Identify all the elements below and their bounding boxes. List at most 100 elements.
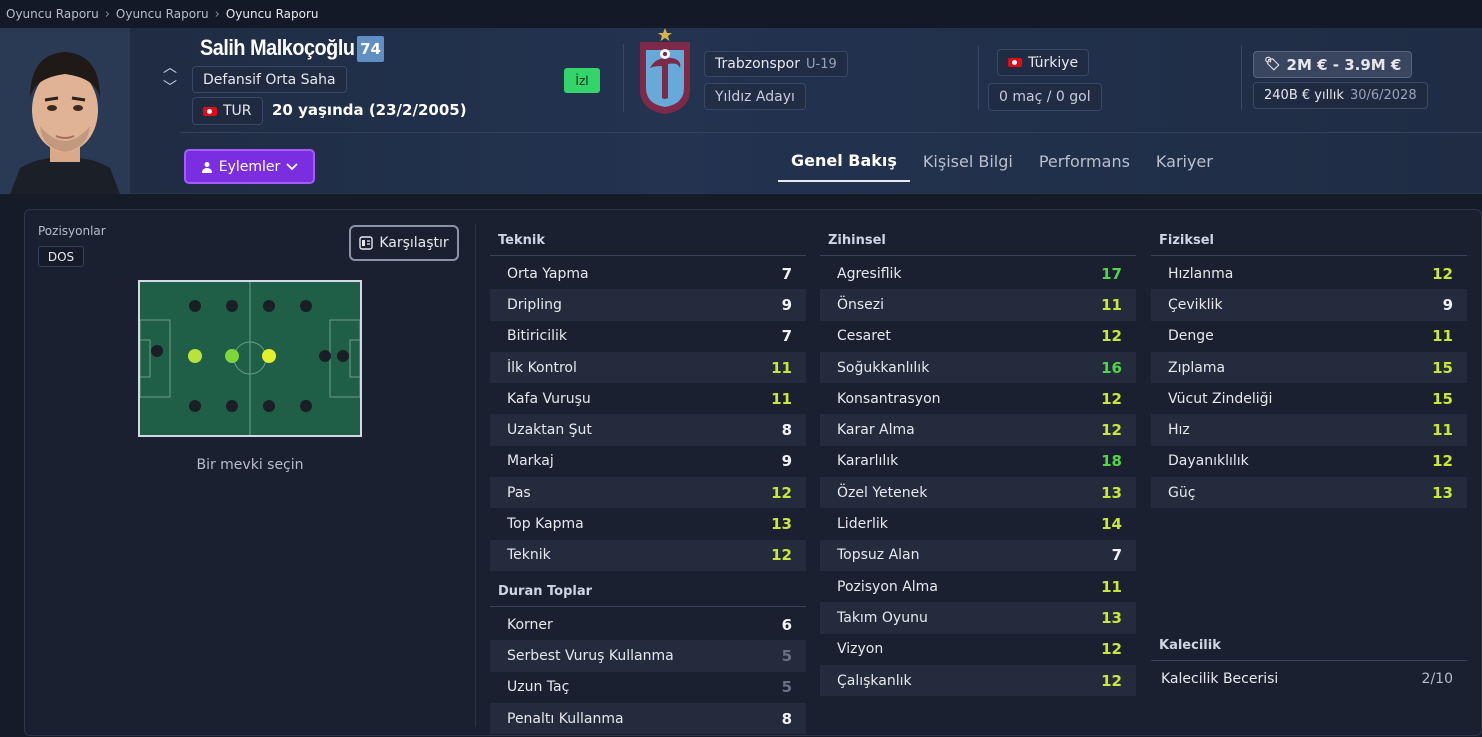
- attribute-row[interactable]: Orta Yapma 7: [490, 258, 806, 289]
- section-title: Zihinsel: [820, 226, 1136, 256]
- chevron-right-icon: ›: [104, 6, 110, 22]
- value-chip: 🏷 2M € - 3.9M €: [1253, 51, 1413, 78]
- chevron-down-icon[interactable]: ﹀: [163, 80, 177, 96]
- position-chip: Defansif Orta Saha: [192, 66, 347, 93]
- attribute-row[interactable]: Pozisyon Alma 11: [820, 571, 1136, 602]
- attribute-row[interactable]: Hız 11: [1151, 414, 1467, 446]
- status-chip: Yıldız Adayı: [704, 83, 806, 110]
- attribute-name: İlk Kontrol: [507, 359, 577, 376]
- attribute-row[interactable]: Liderlik 14: [820, 508, 1136, 539]
- compare-label[interactable]: Karşılaştır: [379, 235, 449, 251]
- attribute-name: Soğukkanlılık: [837, 359, 930, 376]
- breadcrumb-label: Oyuncu Raporu: [225, 7, 319, 21]
- age-text: 20 yaşında (23/2/2005): [272, 101, 467, 119]
- attribute-row[interactable]: İlk Kontrol 11: [490, 351, 806, 384]
- section-title: Fiziksel: [1151, 226, 1467, 256]
- attribute-value: 14: [1101, 515, 1122, 534]
- tab-personal-info[interactable]: Kişisel Bilgi: [922, 151, 1013, 171]
- attribute-row[interactable]: Özel Yetenek 13: [820, 477, 1136, 509]
- positions-title: Pozisyonlar: [38, 224, 106, 238]
- attribute-name: Top Kapma: [507, 516, 584, 533]
- club-name[interactable]: Trabzonspor: [715, 56, 801, 72]
- attribute-row[interactable]: Agresiflik 17: [820, 258, 1136, 289]
- actions-button[interactable]: Eylemler: [184, 149, 315, 184]
- attribute-row[interactable]: Denge 11: [1151, 321, 1467, 352]
- tab-performance[interactable]: Performans: [1038, 151, 1130, 171]
- tab-overview[interactable]: Genel Bakış: [778, 140, 910, 182]
- attribute-value: 13: [771, 515, 792, 534]
- attribute-row[interactable]: Kararlılık 18: [820, 446, 1136, 477]
- attribute-value: 12: [1101, 327, 1122, 346]
- attribute-row[interactable]: Uzaktan Şut 8: [490, 414, 806, 446]
- chevron-up-icon[interactable]: ︿: [163, 60, 177, 76]
- divider: [475, 224, 476, 727]
- attribute-row[interactable]: Takım Oyunu 13: [820, 602, 1136, 634]
- attribute-row[interactable]: Top Kapma 13: [490, 508, 806, 539]
- attribute-row[interactable]: Topsuz Alan 7: [820, 539, 1136, 571]
- attribute-value: 15: [1432, 389, 1453, 408]
- attribute-value: 12: [771, 483, 792, 502]
- breadcrumb-item[interactable]: Oyuncu Raporu: [116, 7, 209, 21]
- attribute-row[interactable]: Serbest Vuruş Kullanma 5: [490, 640, 806, 672]
- attribute-row[interactable]: Cesaret 12: [820, 321, 1136, 352]
- attribute-row[interactable]: Kalecilik Becerisi 2/10: [1151, 663, 1467, 694]
- attribute-row[interactable]: Soğukkanlılık 16: [820, 351, 1136, 384]
- attribute-list: Orta Yapma 7 Dripling 9 Bitiricilik 7 İlk Kont…: [490, 258, 806, 571]
- attribute-row[interactable]: Önsezi 11: [820, 289, 1136, 321]
- attribute-name: Bitiricilik: [507, 328, 567, 345]
- attribute-list: Hızlanma 12 Çeviklik 9 Denge 11 Zıplama 15 Vücut…: [1151, 258, 1467, 509]
- breadcrumb-item[interactable]: Oyuncu Raporu: [6, 7, 99, 21]
- player-photo: [0, 28, 130, 194]
- attribute-row[interactable]: Uzun Taç 5: [490, 672, 806, 703]
- attribute-row[interactable]: Vücut Zindeliği 15: [1151, 383, 1467, 414]
- section-title: Duran Toplar: [490, 577, 806, 607]
- actions-label[interactable]: Eylemler: [218, 158, 281, 175]
- attribute-value: 13: [1432, 483, 1453, 502]
- attribute-value: 12: [771, 546, 792, 565]
- watch-button[interactable]: İzl: [564, 68, 600, 93]
- attribute-name: Pozisyon Alma: [837, 578, 938, 595]
- attribute-value: 11: [1101, 295, 1122, 314]
- attribute-row[interactable]: Konsantrasyon 12: [820, 383, 1136, 414]
- attribute-row[interactable]: Dayanıklılık 12: [1151, 446, 1467, 477]
- attribute-name: Uzaktan Şut: [507, 422, 592, 439]
- breadcrumb-label[interactable]: Oyuncu Raporu: [115, 7, 209, 21]
- attribute-value: 12: [1101, 671, 1122, 690]
- attribute-row[interactable]: Penaltı Kullanma 8: [490, 702, 806, 735]
- attribute-row[interactable]: Teknik 12: [490, 539, 806, 571]
- attribute-name: Özel Yetenek: [837, 484, 928, 501]
- attribute-value: 8: [781, 421, 792, 440]
- tab-career[interactable]: Kariyer: [1155, 151, 1213, 171]
- attribute-row[interactable]: Güç 13: [1151, 477, 1467, 509]
- attribute-row[interactable]: Markaj 9: [490, 446, 806, 477]
- attribute-row[interactable]: Karar Alma 12: [820, 414, 1136, 446]
- breadcrumb-label[interactable]: Oyuncu Raporu: [6, 7, 99, 21]
- attribute-row[interactable]: Çalışkanlık 12: [820, 664, 1136, 697]
- player-nav: ︿ ﹀: [160, 60, 180, 96]
- contract-chip: 240B € yıllık 30/6/2028: [1253, 82, 1428, 109]
- breadcrumb: Oyuncu Raporu › Oyuncu Raporu › Oyuncu R…: [0, 0, 1482, 28]
- national-team-name[interactable]: Türkiye: [1028, 54, 1079, 71]
- attribute-name: Cesaret: [837, 328, 891, 345]
- attribute-row[interactable]: Vizyon 12: [820, 634, 1136, 665]
- chevron-down-icon: [286, 162, 298, 170]
- attribute-row[interactable]: Zıplama 15: [1151, 351, 1467, 384]
- club-chip[interactable]: Trabzonspor U-19: [704, 51, 848, 77]
- attribute-value: 11: [1432, 421, 1453, 440]
- attribute-row[interactable]: Bitiricilik 7: [490, 321, 806, 352]
- attribute-row[interactable]: Kafa Vuruşu 11: [490, 383, 806, 414]
- club-team: U-19: [806, 56, 837, 72]
- attribute-row[interactable]: Dripling 9: [490, 289, 806, 321]
- attribute-value: 17: [1101, 264, 1122, 283]
- attribute-row[interactable]: Hızlanma 12: [1151, 258, 1467, 289]
- attribute-row[interactable]: Çeviklik 9: [1151, 289, 1467, 321]
- position-pitch[interactable]: [138, 280, 362, 437]
- attribute-row[interactable]: Korner 6: [490, 609, 806, 640]
- attribute-name: Konsantrasyon: [837, 390, 941, 407]
- attribute-name: Pas: [507, 484, 531, 501]
- attribute-row[interactable]: Pas 12: [490, 477, 806, 509]
- position-badge: DOS: [38, 246, 84, 267]
- compare-button[interactable]: Karşılaştır: [349, 225, 459, 261]
- attribute-value: 15: [1432, 358, 1453, 377]
- national-team-chip[interactable]: Türkiye: [997, 49, 1090, 76]
